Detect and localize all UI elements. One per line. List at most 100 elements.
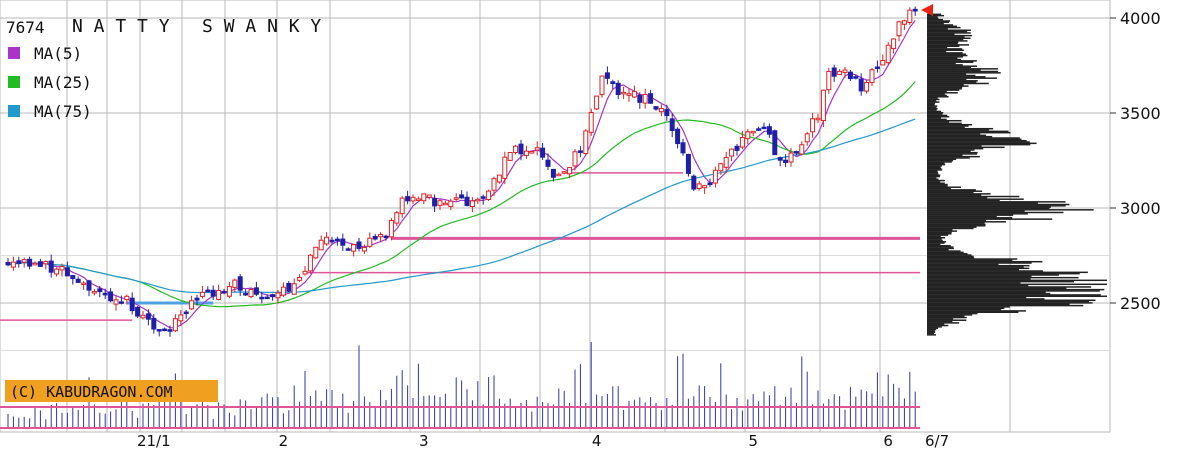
candle — [59, 263, 65, 277]
profile-bar — [927, 328, 937, 331]
candle — [588, 108, 594, 136]
profile-bar — [927, 94, 947, 97]
profile-bar — [927, 25, 957, 28]
profile-bar — [927, 241, 947, 243]
profile-bar — [927, 254, 972, 256]
profile-bar — [927, 259, 1013, 262]
profile-bar — [927, 96, 949, 98]
candle — [788, 148, 794, 167]
profile-bar — [927, 110, 942, 113]
candle — [675, 127, 681, 149]
x-tick-label: 5 — [748, 432, 758, 450]
candle — [140, 310, 146, 320]
profile-bar — [927, 278, 1031, 280]
candle — [426, 194, 432, 200]
profile-bar — [927, 227, 974, 230]
legend-label: MA(75) — [34, 102, 92, 121]
profile-bar — [927, 202, 1038, 204]
candle — [550, 168, 556, 182]
profile-bar — [927, 98, 940, 101]
candle — [739, 131, 745, 150]
profile-bar — [927, 255, 974, 258]
profile-bar — [927, 86, 963, 89]
y-tick-label: 2500 — [1120, 294, 1161, 313]
profile-bar — [927, 198, 1024, 200]
profile-bar — [927, 239, 943, 242]
x-tick-label: 3 — [419, 432, 429, 450]
profile-bar — [927, 77, 997, 79]
candle — [880, 54, 886, 66]
profile-bar — [927, 74, 976, 77]
candle — [270, 293, 276, 301]
profile-bar — [927, 76, 986, 78]
profile-bar — [927, 44, 970, 46]
candle — [610, 79, 616, 89]
profile-bar — [927, 260, 1043, 263]
candle — [648, 89, 654, 104]
profile-bar — [927, 32, 971, 34]
profile-bar — [927, 145, 982, 147]
candle — [318, 235, 324, 251]
x-tick-label: 2 — [279, 432, 289, 450]
candle — [464, 191, 470, 207]
candle — [356, 237, 362, 252]
candle — [421, 193, 427, 205]
candle — [545, 153, 551, 171]
profile-bar — [927, 330, 935, 332]
candle — [723, 151, 729, 173]
candle — [16, 256, 22, 268]
watermark-badge — [5, 380, 218, 402]
candle — [383, 234, 389, 241]
profile-bar — [927, 284, 1029, 287]
candle — [815, 113, 821, 124]
candle — [37, 258, 43, 268]
profile-bar — [927, 302, 1093, 304]
profile-bar — [927, 129, 990, 131]
profile-bar — [927, 221, 1006, 223]
profile-bar — [927, 49, 964, 51]
profile-bar — [927, 193, 991, 195]
profile-bar — [927, 161, 952, 163]
profile-bar — [927, 217, 1013, 219]
candle — [405, 190, 411, 205]
profile-bar — [927, 108, 938, 110]
profile-bar — [927, 131, 1011, 134]
profile-bar — [927, 162, 945, 165]
profile-bar — [927, 13, 942, 16]
profile-bar — [927, 58, 962, 61]
profile-bar — [927, 178, 939, 180]
profile-bar — [927, 179, 945, 182]
candle — [313, 246, 319, 260]
profile-bar — [927, 225, 986, 227]
candle — [324, 232, 330, 246]
profile-bar — [927, 191, 974, 194]
grid-lines — [0, 0, 1111, 433]
profile-bar — [927, 141, 1030, 143]
candle — [626, 88, 632, 102]
profile-bar — [927, 267, 1030, 270]
profile-bar — [927, 272, 1080, 275]
candle — [475, 197, 481, 205]
candle — [372, 233, 378, 241]
candlesticks — [5, 6, 918, 337]
candle — [118, 295, 124, 305]
candle — [167, 325, 173, 337]
candle — [896, 20, 902, 42]
ma5-line — [7, 20, 916, 329]
profile-bar — [927, 142, 1037, 145]
legend-swatch — [8, 105, 20, 117]
last-date-label: 6/7 — [925, 432, 949, 450]
profile-bar — [927, 122, 962, 125]
candle — [388, 217, 394, 241]
profile-bar — [927, 295, 1107, 298]
profile-bar — [927, 276, 1079, 279]
candle — [572, 148, 578, 171]
candle — [577, 146, 583, 158]
profile-bar — [927, 244, 951, 247]
profile-bar — [927, 119, 962, 122]
profile-bar — [927, 89, 960, 91]
profile-bar — [927, 306, 1010, 308]
candle — [189, 295, 195, 310]
profile-bar — [927, 134, 987, 137]
profile-bar — [927, 22, 944, 25]
